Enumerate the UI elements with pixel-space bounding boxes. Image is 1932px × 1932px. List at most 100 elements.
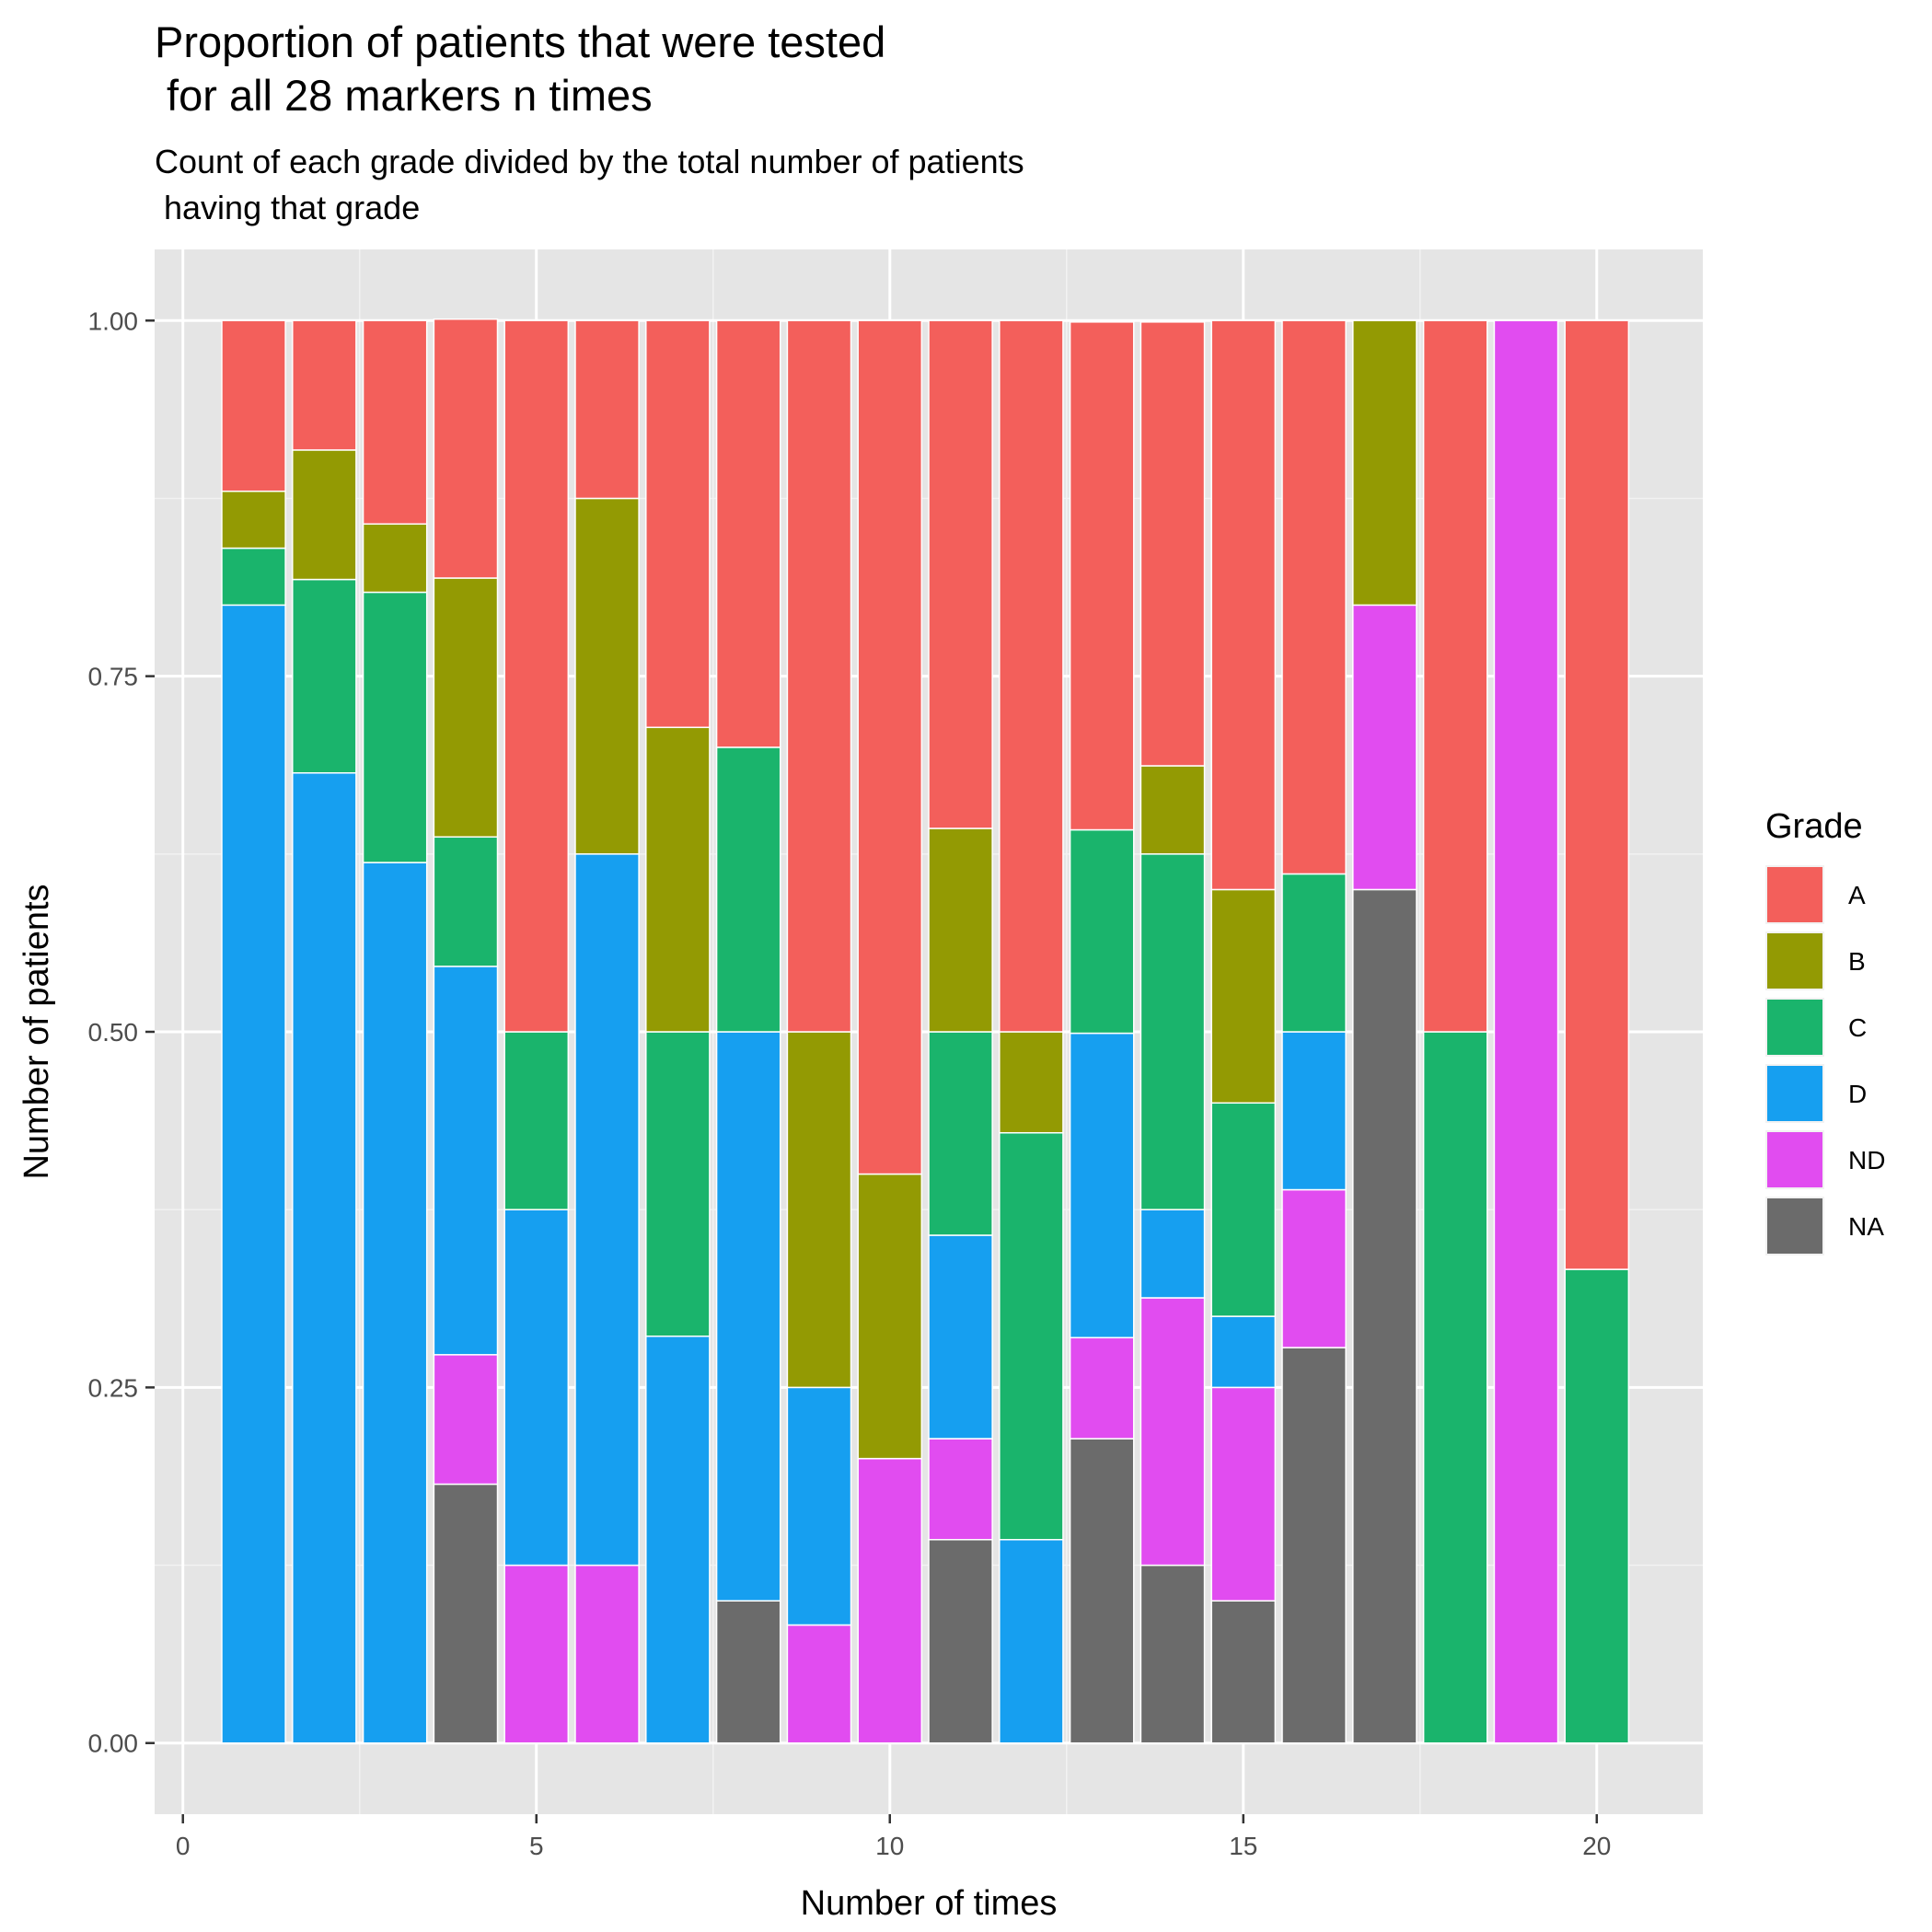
bar-segment-na-x14 (1140, 1564, 1206, 1744)
bar-segment-b-x4 (433, 577, 499, 839)
bar-segment-c-x8 (715, 746, 781, 1033)
y-axis-title: Number of patients (17, 884, 56, 1179)
bar-segment-a-x14 (1140, 321, 1206, 767)
x-tick-label: 15 (1229, 1832, 1257, 1860)
bar-segment-c-x18 (1422, 1031, 1488, 1744)
title-block: Proportion of patients that were tested … (155, 17, 1024, 226)
bar-segment-b-x7 (645, 726, 711, 1033)
bar-segment-a-x12 (999, 319, 1064, 1033)
legend-label-c: C (1848, 1013, 1867, 1042)
bar-segment-a-x20 (1564, 319, 1630, 1270)
legend-label-nd: ND (1848, 1146, 1885, 1174)
bar-segment-b-x14 (1140, 765, 1206, 855)
bar-segment-a-x9 (786, 319, 852, 1033)
chart-subtitle-line-1: Count of each grade divided by the total… (155, 143, 1024, 180)
bar-segment-c-x2 (292, 578, 357, 774)
legend-label-d: D (1848, 1080, 1867, 1108)
bar-segment-a-x16 (1281, 319, 1347, 875)
bar-segment-b-x12 (999, 1031, 1064, 1134)
bar-segment-c-x15 (1210, 1102, 1277, 1317)
bar-segment-c-x20 (1564, 1268, 1630, 1744)
bar-segment-d-x3 (362, 862, 428, 1744)
bar-segment-d-x6 (574, 853, 640, 1567)
bar-segment-nd-x4 (433, 1354, 499, 1486)
bar-segment-nd-x15 (1210, 1386, 1277, 1602)
bar-segment-nd-x19 (1493, 319, 1559, 1744)
bar-segment-d-x12 (999, 1538, 1064, 1744)
bar-segment-nd-x16 (1281, 1188, 1347, 1348)
x-tick-label: 0 (176, 1832, 191, 1860)
legend-label-a: A (1848, 881, 1866, 909)
legend-key-b (1767, 933, 1822, 989)
bar-segment-d-x5 (503, 1209, 570, 1567)
bar-segment-nd-x11 (928, 1438, 993, 1541)
bar-segment-c-x3 (362, 591, 428, 863)
bar-segment-b-x15 (1210, 888, 1277, 1105)
bar-segment-b-x1 (221, 490, 286, 550)
bar-segment-b-x6 (574, 497, 640, 855)
legend-label-b: B (1848, 947, 1866, 976)
bar-segment-c-x12 (999, 1131, 1064, 1541)
x-tick-label: 20 (1582, 1832, 1611, 1860)
bar-segment-a-x15 (1210, 319, 1277, 891)
bar-segment-a-x6 (574, 319, 640, 500)
chart-subtitle-line-2: having that grade (155, 189, 420, 226)
bar-segment-b-x3 (362, 523, 428, 594)
bar-segment-nd-x10 (857, 1457, 923, 1744)
bar-segment-nd-x14 (1140, 1297, 1206, 1567)
x-axis-title: Number of times (801, 1884, 1058, 1923)
bar-segment-c-x11 (928, 1031, 993, 1236)
bar-segment-nd-x13 (1069, 1336, 1135, 1440)
bar-segment-d-x14 (1140, 1209, 1206, 1299)
bar-segment-na-x11 (928, 1538, 993, 1744)
bar-segment-c-x16 (1281, 873, 1347, 1033)
axes: 0.00 0.25 0.50 0.75 1.00 0 5 10 15 20 (88, 307, 1612, 1860)
bar-segment-a-x4 (433, 318, 499, 579)
bar-segment-c-x14 (1140, 853, 1206, 1210)
bar-segment-a-x5 (503, 319, 570, 1033)
bar-segment-a-x10 (857, 319, 923, 1175)
bar-segment-b-x9 (786, 1031, 852, 1389)
bar-segment-na-x13 (1069, 1438, 1135, 1744)
bar-segment-a-x7 (645, 319, 711, 729)
bar-segment-c-x1 (221, 547, 286, 607)
legend-key-a (1767, 867, 1822, 922)
y-tick-label: 0.50 (88, 1018, 139, 1047)
legend: Grade A B C D ND NA (1765, 807, 1885, 1255)
legend-title: Grade (1765, 807, 1863, 846)
bar-segment-b-x17 (1352, 319, 1417, 607)
y-tick-label: 0.25 (88, 1373, 139, 1402)
bar-segment-d-x15 (1210, 1315, 1277, 1389)
bar-segment-na-x16 (1281, 1347, 1347, 1744)
bar-segment-d-x8 (715, 1031, 781, 1602)
legend-key-c (1767, 1000, 1822, 1055)
x-tick-label: 10 (875, 1832, 904, 1860)
bar-segment-d-x16 (1281, 1031, 1347, 1191)
bar-segment-b-x11 (928, 827, 993, 1033)
legend-key-na (1767, 1198, 1822, 1254)
bars (221, 318, 1630, 1744)
bar-segment-d-x2 (292, 771, 357, 1744)
legend-key-d (1767, 1066, 1822, 1121)
chart-title-line-1: Proportion of patients that were tested (155, 17, 885, 66)
bar-segment-na-x15 (1210, 1600, 1277, 1744)
bar-segment-d-x1 (221, 604, 286, 1744)
y-tick-label: 0.00 (88, 1730, 139, 1758)
bar-segment-nd-x5 (503, 1564, 570, 1744)
bar-segment-a-x8 (715, 319, 781, 748)
bar-segment-b-x2 (292, 449, 357, 581)
y-tick-label: 0.75 (88, 663, 139, 691)
bar-segment-a-x18 (1422, 319, 1488, 1033)
bar-segment-d-x13 (1069, 1032, 1135, 1339)
bar-segment-c-x5 (503, 1031, 570, 1210)
bar-segment-d-x11 (928, 1234, 993, 1440)
bar-segment-nd-x17 (1352, 604, 1417, 891)
bar-segment-d-x4 (433, 966, 499, 1356)
bar-segment-d-x9 (786, 1386, 852, 1626)
legend-label-na: NA (1848, 1212, 1884, 1241)
bar-segment-nd-x6 (574, 1564, 640, 1744)
bar-segment-na-x4 (433, 1483, 499, 1744)
bar-segment-c-x7 (645, 1031, 711, 1337)
bar-segment-c-x13 (1069, 828, 1135, 1035)
